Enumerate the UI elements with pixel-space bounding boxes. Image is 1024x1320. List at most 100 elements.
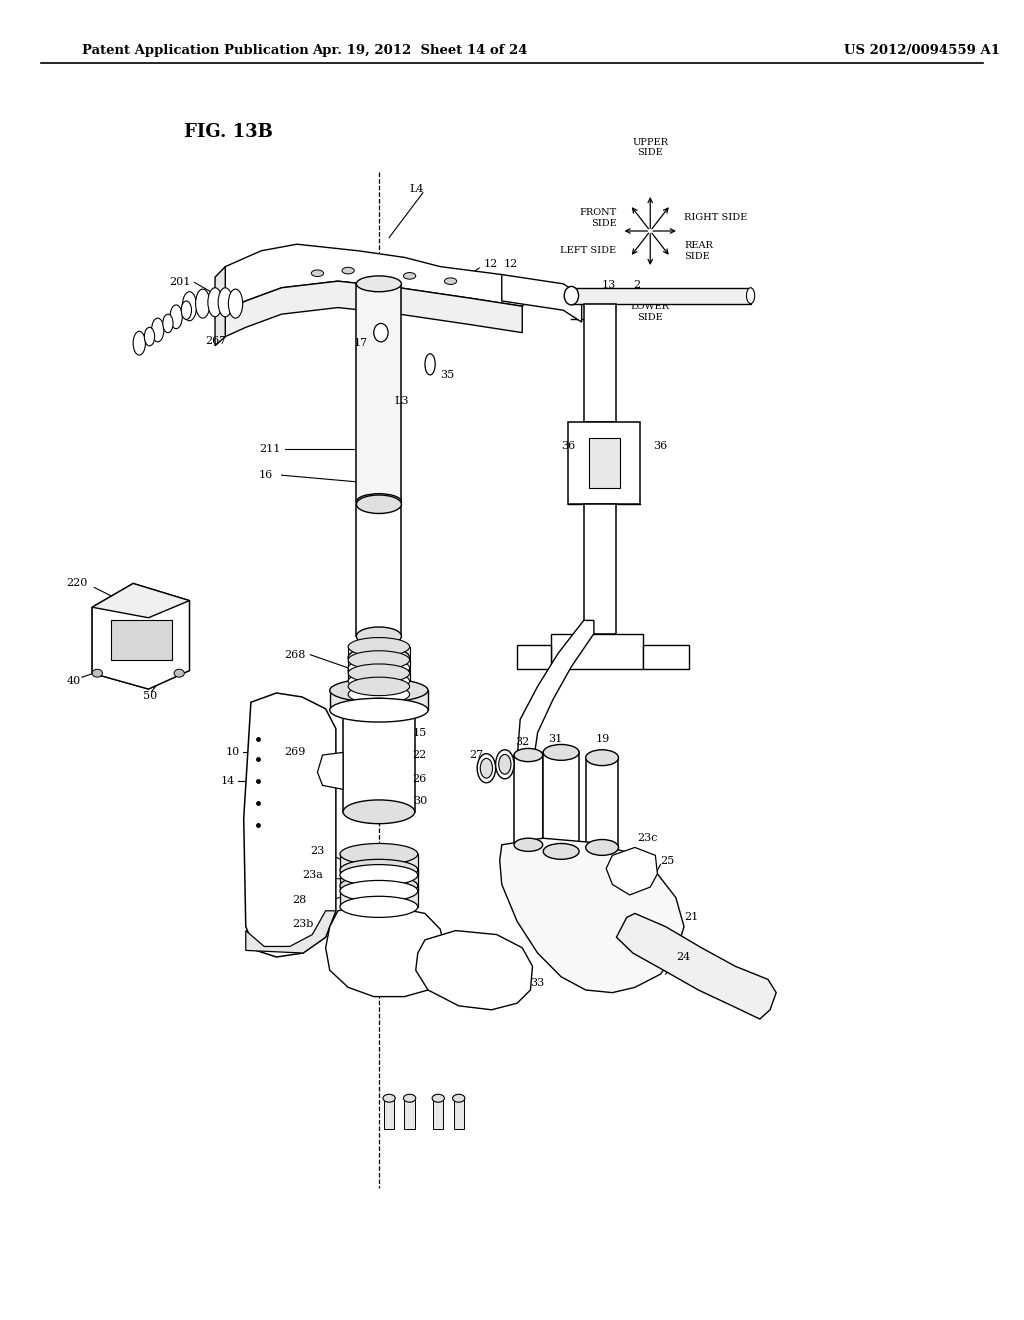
Text: 33: 33 [530, 978, 545, 989]
Text: 15: 15 [413, 727, 427, 738]
Text: 267: 267 [205, 335, 226, 346]
Ellipse shape [356, 495, 401, 513]
Ellipse shape [152, 318, 164, 342]
Ellipse shape [196, 289, 210, 318]
Bar [454, 1098, 464, 1129]
Text: 32: 32 [515, 737, 529, 747]
Bar [584, 304, 616, 422]
Ellipse shape [343, 800, 415, 824]
Bar [584, 504, 616, 634]
Ellipse shape [374, 323, 388, 342]
Ellipse shape [444, 277, 457, 285]
Text: L4: L4 [410, 183, 424, 194]
Ellipse shape [348, 647, 410, 668]
Text: 23b: 23b [292, 919, 313, 929]
Text: 16: 16 [259, 470, 273, 480]
Ellipse shape [311, 271, 324, 277]
Ellipse shape [586, 750, 618, 766]
Ellipse shape [340, 896, 418, 917]
Text: 21: 21 [684, 912, 698, 923]
Polygon shape [225, 281, 522, 337]
Bar [356, 284, 401, 502]
Ellipse shape [403, 272, 416, 279]
Bar [433, 1098, 443, 1129]
Bar [517, 645, 551, 669]
Ellipse shape [340, 880, 418, 902]
Text: Patent Application Publication: Patent Application Publication [82, 44, 308, 57]
Ellipse shape [425, 354, 435, 375]
Ellipse shape [496, 750, 514, 779]
Ellipse shape [340, 843, 418, 865]
Text: 50: 50 [143, 690, 158, 701]
Ellipse shape [348, 685, 410, 704]
Ellipse shape [174, 669, 184, 677]
Polygon shape [92, 583, 189, 689]
Ellipse shape [181, 301, 191, 319]
Ellipse shape [403, 1094, 416, 1102]
Bar [348, 673, 410, 694]
Ellipse shape [218, 288, 232, 317]
Polygon shape [225, 244, 543, 310]
Ellipse shape [564, 286, 579, 305]
Ellipse shape [330, 678, 428, 702]
Ellipse shape [348, 673, 410, 694]
Ellipse shape [342, 267, 354, 273]
Ellipse shape [356, 627, 401, 645]
Polygon shape [215, 267, 225, 346]
Ellipse shape [514, 748, 543, 762]
Polygon shape [317, 752, 343, 789]
Text: 10: 10 [225, 747, 240, 758]
Bar [340, 886, 418, 907]
Text: LEFT SIDE: LEFT SIDE [560, 247, 616, 255]
Bar [589, 438, 620, 488]
Text: 211: 211 [259, 444, 281, 454]
Bar [586, 758, 618, 847]
Text: 28: 28 [292, 895, 306, 906]
Ellipse shape [544, 744, 580, 760]
Text: 23: 23 [310, 846, 325, 857]
Text: 2: 2 [633, 280, 640, 290]
Text: US 2012/0094559 A1: US 2012/0094559 A1 [844, 44, 999, 57]
Ellipse shape [348, 638, 410, 656]
Text: 24: 24 [676, 952, 690, 962]
Bar [384, 1098, 394, 1129]
Text: 27: 27 [469, 750, 483, 760]
Ellipse shape [746, 288, 755, 304]
Polygon shape [502, 275, 582, 322]
Text: 17: 17 [353, 338, 368, 348]
Text: RIGHT SIDE: RIGHT SIDE [684, 214, 748, 222]
Bar [340, 854, 418, 875]
Ellipse shape [144, 327, 155, 346]
Text: 40: 40 [67, 676, 81, 686]
Bar [348, 686, 410, 708]
Bar [404, 1098, 415, 1129]
Text: 36: 36 [653, 441, 668, 451]
Text: 269: 269 [285, 747, 306, 758]
Bar [571, 288, 751, 304]
Ellipse shape [480, 758, 493, 777]
Ellipse shape [340, 865, 418, 886]
Text: 23a: 23a [302, 870, 323, 880]
Ellipse shape [348, 659, 410, 677]
Ellipse shape [514, 838, 543, 851]
Ellipse shape [348, 651, 410, 669]
Ellipse shape [133, 331, 145, 355]
Text: 22: 22 [413, 750, 427, 760]
Polygon shape [246, 911, 336, 953]
Text: 36: 36 [561, 441, 575, 451]
Polygon shape [326, 904, 445, 997]
Ellipse shape [348, 677, 410, 696]
Polygon shape [517, 620, 594, 772]
Polygon shape [500, 838, 684, 993]
Polygon shape [416, 931, 532, 1010]
Text: 30: 30 [413, 796, 427, 807]
Text: 201: 201 [169, 277, 190, 288]
Polygon shape [92, 601, 189, 689]
Ellipse shape [356, 494, 401, 510]
Ellipse shape [383, 1094, 395, 1102]
Text: 35: 35 [440, 370, 455, 380]
Ellipse shape [499, 755, 511, 774]
Bar [514, 755, 543, 845]
Ellipse shape [348, 660, 410, 681]
Polygon shape [244, 693, 336, 957]
